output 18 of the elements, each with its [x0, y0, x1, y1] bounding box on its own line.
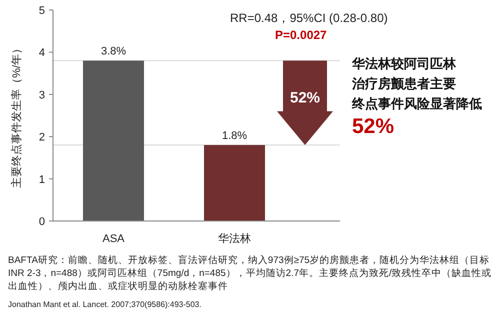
data-label: 3.8% — [100, 46, 126, 58]
y-axis-title: 主要终点事件发生率（%/年） — [10, 43, 23, 188]
annotation: RR=0.48，95%CI (0.28-0.80) — [230, 11, 388, 25]
text: 华法林较阿司匹林治疗房颤患者主要终点事件风险显著降低 — [351, 56, 482, 111]
x-tick-label: 华法林 — [218, 232, 251, 245]
y-tick-label: 2 — [38, 132, 45, 144]
y-tick-label: 1 — [38, 174, 45, 186]
text: 52% — [352, 115, 394, 138]
x-tick-label: ASA — [102, 233, 126, 245]
y-tick-label: 3 — [38, 89, 45, 102]
text: Jonathan Mant et al. Lancet. 2007;370(9586):493-503. — [8, 300, 202, 309]
data-label: 1.8% — [222, 130, 248, 142]
y-tick-label: 0 — [38, 216, 45, 228]
text: BAFTA研究：前瞻、随机、开放标签、盲法评估研究，纳入973例≥75岁的房颤患者，随机分为华法林组（目标INR 2-3，n=488）或阿司匹林组（75mg/d，n=485），平均随访2.7年。主要终点为致死/致残性卒中（缺血性或出血性）、颅内出血、或症状明显的动脉栓塞事件 — [8, 254, 493, 293]
y-tick-label: 5 — [38, 5, 45, 17]
annotation: 52% — [290, 90, 320, 107]
y-tick-label: 4 — [38, 47, 45, 60]
annotation: P=0.0027 — [275, 28, 328, 42]
